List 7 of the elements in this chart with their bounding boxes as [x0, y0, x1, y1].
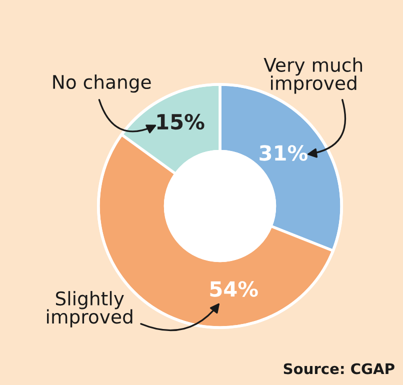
data-label: 54% — [210, 281, 258, 297]
slice-label: No change — [53, 74, 151, 93]
slice-label: Very much improved — [264, 57, 362, 94]
slice-label: Slightly improved — [47, 291, 132, 328]
data-label: 31% — [260, 145, 308, 161]
source-note: Source: CGAP — [284, 363, 394, 374]
data-label: 15% — [157, 114, 204, 130]
